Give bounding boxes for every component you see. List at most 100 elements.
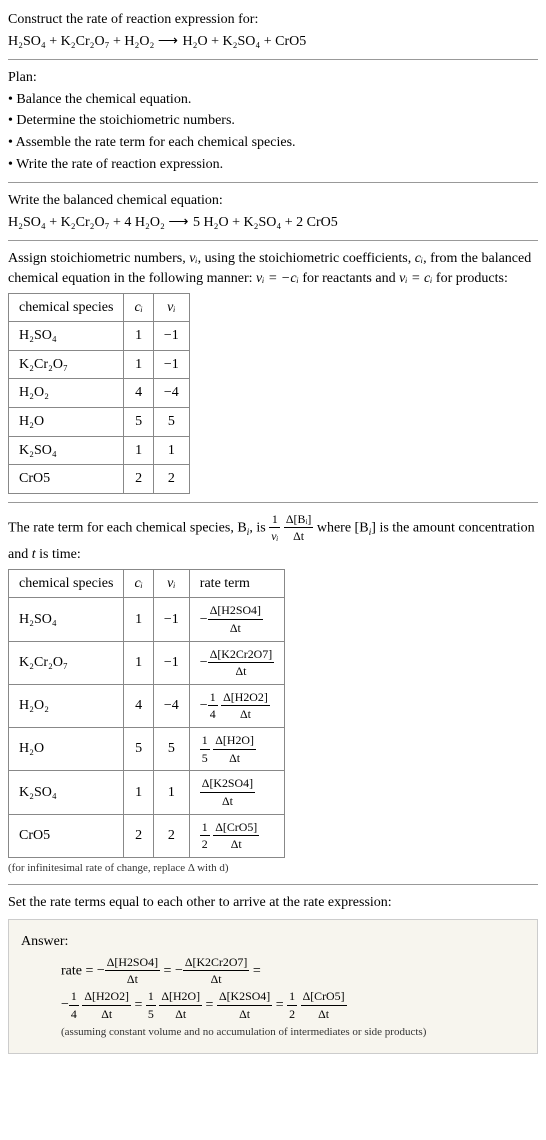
delta-frac: Δ[H2SO4]Δt bbox=[208, 602, 263, 636]
table-row: K₂Cr₂O₇1−1 bbox=[9, 350, 190, 379]
intro-rhs: H₂O + K₂SO₄ + CrO5 bbox=[182, 34, 306, 49]
frac-num: Δ[K2Cr2O7] bbox=[208, 646, 274, 664]
delta-frac: Δ[H2SO4]Δt bbox=[105, 954, 160, 988]
balanced-title: Write the balanced chemical equation: bbox=[8, 191, 538, 211]
reaction-arrow-icon: ⟶ bbox=[158, 34, 179, 49]
frac-den: νᵢ bbox=[269, 528, 280, 545]
frac-den: 5 bbox=[200, 750, 210, 767]
frac-num: Δ[H2O2] bbox=[221, 689, 270, 707]
equals-sign: = bbox=[202, 997, 217, 1012]
table-cell: 1 bbox=[153, 436, 189, 465]
intro-lhs: H₂SO₄ + K₂Cr₂O₇ + H₂O₂ bbox=[8, 34, 154, 49]
frac-den: 4 bbox=[208, 706, 218, 723]
sign: − bbox=[175, 963, 183, 978]
table-cell: H₂O₂ bbox=[9, 379, 124, 408]
assign-eq-prod: νᵢ = cᵢ bbox=[399, 271, 432, 286]
divider bbox=[8, 182, 538, 183]
table-cell: 4 bbox=[124, 379, 153, 408]
frac-den: 2 bbox=[200, 836, 210, 853]
frac-num: 1 bbox=[200, 819, 210, 837]
plan-item-0: • Balance the chemical equation. bbox=[8, 90, 538, 110]
rate-term: −14 Δ[H2O2]Δt bbox=[200, 698, 270, 713]
table-cell: −4 bbox=[153, 379, 189, 408]
rate-term: −Δ[H2SO4]Δt bbox=[200, 612, 263, 627]
stoich-table: chemical speciescᵢνᵢH₂SO₄1−1K₂Cr₂O₇1−1H₂… bbox=[8, 293, 190, 494]
table-cell: K₂SO₄ bbox=[9, 771, 124, 814]
delta-frac: Δ[CrO5]Δt bbox=[213, 819, 259, 853]
table-row: H₂O₂4−4 bbox=[9, 379, 190, 408]
rate-term-text: where [B bbox=[317, 520, 369, 535]
plan-item-text: Write the rate of reaction expression. bbox=[16, 157, 223, 172]
table-cell: CrO5 bbox=[9, 814, 124, 857]
frac-num: Δ[H2O] bbox=[159, 988, 202, 1006]
frac-num: 1 bbox=[200, 732, 210, 750]
rate-frac-inner: Δ[Bᵢ] Δt bbox=[284, 511, 313, 545]
plan-section: Plan: • Balance the chemical equation. •… bbox=[8, 68, 538, 174]
delta-frac: Δ[H2O]Δt bbox=[159, 988, 202, 1022]
frac-den: Δt bbox=[105, 971, 160, 988]
final-title: Set the rate terms equal to each other t… bbox=[8, 893, 538, 913]
table-cell: −4 bbox=[153, 684, 189, 727]
assign-text: for reactants and bbox=[299, 271, 399, 286]
plan-title: Plan: bbox=[8, 68, 538, 88]
table-header: rate term bbox=[189, 569, 284, 598]
answer-line-2: −14 Δ[H2O2]Δt = 15 Δ[H2O]Δt = Δ[K2SO4]Δt… bbox=[61, 988, 525, 1022]
coef-frac: 12 bbox=[287, 988, 297, 1022]
table-cell: K₂Cr₂O₇ bbox=[9, 641, 124, 684]
assign-text: Assign stoichiometric numbers, bbox=[8, 251, 189, 266]
frac-num: 1 bbox=[287, 988, 297, 1006]
frac-den: Δt bbox=[284, 528, 313, 545]
table-cell: 1 bbox=[124, 598, 153, 641]
divider bbox=[8, 240, 538, 241]
assign-text: , using the stoichiometric coefficients, bbox=[198, 251, 415, 266]
assign-paragraph: Assign stoichiometric numbers, νᵢ, using… bbox=[8, 249, 538, 288]
delta-frac: Δ[H2O]Δt bbox=[213, 732, 256, 766]
table-cell: 5 bbox=[153, 728, 189, 771]
sign: − bbox=[61, 997, 69, 1012]
rate-term: 12 Δ[CrO5]Δt bbox=[200, 828, 259, 843]
frac-num: Δ[CrO5] bbox=[213, 819, 259, 837]
table-row: H₂O55 bbox=[9, 407, 190, 436]
divider bbox=[8, 884, 538, 885]
frac-den: Δt bbox=[221, 706, 270, 723]
table-header: chemical species bbox=[9, 569, 124, 598]
equals-sign: = bbox=[249, 963, 260, 978]
frac-den: Δt bbox=[200, 793, 255, 810]
answer-label: Answer: bbox=[21, 932, 525, 952]
table-cell: H₂O bbox=[9, 407, 124, 436]
plan-item-2: • Assemble the rate term for each chemic… bbox=[8, 133, 538, 153]
rate-term: Δ[K2SO4]Δt bbox=[217, 997, 272, 1012]
intro-equation: H₂SO₄ + K₂Cr₂O₇ + H₂O₂ ⟶ H₂O + K₂SO₄ + C… bbox=[8, 32, 538, 52]
equals-sign: = bbox=[160, 963, 175, 978]
table-cell: 5 bbox=[124, 728, 153, 771]
assign-text: for products: bbox=[432, 271, 507, 286]
frac-num: 1 bbox=[146, 988, 156, 1006]
table-cell: 2 bbox=[124, 465, 153, 494]
table-cell: −14 Δ[H2O2]Δt bbox=[189, 684, 284, 727]
table-row: K₂Cr₂O₇1−1−Δ[K2Cr2O7]Δt bbox=[9, 641, 285, 684]
intro-section: Construct the rate of reaction expressio… bbox=[8, 10, 538, 51]
frac-num: Δ[CrO5] bbox=[301, 988, 347, 1006]
rate-term: −Δ[H2SO4]Δt bbox=[97, 963, 160, 978]
plan-item-text: Balance the chemical equation. bbox=[16, 92, 191, 107]
table-cell: K₂SO₄ bbox=[9, 436, 124, 465]
table-cell: 1 bbox=[124, 436, 153, 465]
table-cell: H₂SO₄ bbox=[9, 322, 124, 351]
assign-vi: νᵢ bbox=[189, 251, 197, 266]
rate-term-text: , is bbox=[249, 520, 269, 535]
table-cell: −Δ[H2SO4]Δt bbox=[189, 598, 284, 641]
delta-frac: Δ[K2Cr2O7]Δt bbox=[183, 954, 249, 988]
answer-expression: rate = −Δ[H2SO4]Δt = −Δ[K2Cr2O7]Δt = −14… bbox=[21, 954, 525, 1023]
rate-term-formula: 1 νᵢ Δ[Bᵢ] Δt bbox=[269, 520, 317, 535]
divider bbox=[8, 59, 538, 60]
table-cell: 5 bbox=[124, 407, 153, 436]
frac-den: Δt bbox=[208, 663, 274, 680]
frac-num: Δ[K2SO4] bbox=[217, 988, 272, 1006]
answer-note: (assuming constant volume and no accumul… bbox=[21, 1025, 525, 1040]
frac-num: Δ[H2O] bbox=[213, 732, 256, 750]
divider bbox=[8, 502, 538, 503]
delta-frac: Δ[H2O2]Δt bbox=[221, 689, 270, 723]
delta-frac: Δ[K2SO4]Δt bbox=[217, 988, 272, 1022]
frac-den: 5 bbox=[146, 1006, 156, 1023]
table-cell: CrO5 bbox=[9, 465, 124, 494]
